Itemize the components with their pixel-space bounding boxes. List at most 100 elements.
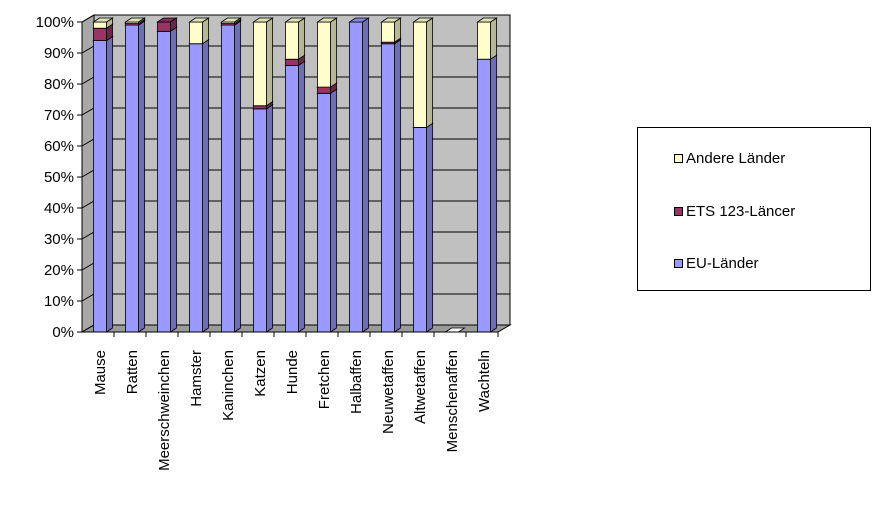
x-tick-label-hunde: Hunde <box>284 350 301 394</box>
x-tick-label-fretchen: Fretchen <box>316 350 333 409</box>
legend-label-andere-laender: Andere Länder <box>686 149 786 167</box>
x-tick-label-neuwetaffen: Neuwetaffen <box>380 350 397 434</box>
x-tick-label-meerschweinchen: Meerschweinchen <box>156 350 173 471</box>
x-tick-labels: Mause Ratten Meerschweinchen Hamster Kaninch… <box>92 350 493 471</box>
bar-meerschweinchen-ets-123-laencer <box>156 17 178 33</box>
bar-altwetaffen-eu-laender-side <box>426 122 433 333</box>
bar-ratten-eu-laender <box>124 20 146 333</box>
legend-swatch-eu-laender <box>674 258 683 268</box>
y-tick-label: 30% <box>44 231 74 248</box>
bar-mause-andere-laender-top <box>92 17 114 23</box>
bar-mause-eu-laender <box>92 35 114 333</box>
bar-altwetaffen-andere-laender <box>412 17 434 129</box>
bar-katzen-andere-laender <box>252 17 274 107</box>
bar-katzen-eu-laender <box>252 104 274 333</box>
bar-neuwetaffen-andere-laender <box>380 17 402 43</box>
bar-hunde-andere-laender <box>284 17 306 60</box>
bar-meerschweinchen-ets-123-laencer-front <box>157 21 171 32</box>
bar-fretchen-andere-laender <box>316 17 338 88</box>
y-tick-label: 50% <box>44 169 74 186</box>
bars <box>92 17 498 333</box>
bar-hunde-eu-laender-side <box>298 60 305 333</box>
x-tick-label-kaninchen: Kaninchen <box>220 350 237 421</box>
bar-altwetaffen-andere-laender-top <box>412 17 434 23</box>
bar-wachteln-andere-laender <box>476 17 498 60</box>
bar-meerschweinchen-eu-laender-front <box>157 30 171 333</box>
legend-swatch-ets-123-laender <box>674 206 683 216</box>
x-tick-label-hamster: Hamster <box>188 350 205 407</box>
bar-altwetaffen-andere-laender-side <box>426 17 433 129</box>
bar-halbaffen-eu-laender-side <box>362 17 369 333</box>
y-tick-label: 80% <box>44 76 74 93</box>
bar-wachteln-eu-laender <box>476 54 498 333</box>
bar-neuwetaffen-eu-laender-side <box>394 38 401 333</box>
bar-fretchen-eu-laender-front <box>317 92 331 333</box>
bar-wachteln-eu-laender-front <box>477 58 491 333</box>
x-tick-label-wachteln: Wachteln <box>476 350 493 412</box>
x-tick-label-mause: Mause <box>92 350 109 395</box>
y-tick-label: 60% <box>44 138 74 155</box>
y-tick-label: 70% <box>44 107 74 124</box>
x-tick-label-ratten: Ratten <box>124 350 141 394</box>
bar-wachteln-eu-laender-side <box>490 54 497 333</box>
bar-altwetaffen-andere-laender-front <box>413 21 427 128</box>
bar-hunde-eu-laender <box>284 60 306 333</box>
bar-katzen-andere-laender-side <box>266 17 273 107</box>
legend-label-ets-123-laender: ETS 123-Läncer <box>686 202 796 220</box>
bar-hunde-eu-laender-front <box>285 65 299 333</box>
x-tick-label-katzen: Katzen <box>252 350 269 397</box>
legend: Andere Länder ETS 123-Läncer EU-Länder <box>637 127 871 291</box>
bar-fretchen-eu-laender <box>316 88 338 333</box>
x-tick-label-halbaffen: Halbaffen <box>348 350 365 414</box>
bar-altwetaffen-eu-laender <box>412 122 434 333</box>
bar-hamster-eu-laender-side <box>202 38 209 333</box>
bar-halbaffen-eu-laender <box>348 17 370 333</box>
bar-neuwetaffen-andere-laender-front <box>381 21 395 43</box>
bar-katzen-eu-laender-side <box>266 104 273 333</box>
bar-fretchen-andere-laender-top <box>316 17 338 23</box>
y-tick-label: 10% <box>44 293 74 310</box>
y-tick-label: 90% <box>44 45 74 62</box>
bar-neuwetaffen-eu-laender-front <box>381 43 395 333</box>
bar-fretchen-eu-laender-side <box>330 88 337 333</box>
bar-hunde-andere-laender-front <box>285 21 299 60</box>
bar-hamster-eu-laender-front <box>189 43 203 333</box>
bar-halbaffen-eu-laender-front <box>349 21 363 333</box>
bar-meerschweinchen-ets-123-laencer-top <box>156 17 178 23</box>
bar-katzen-eu-laender-front <box>253 108 267 333</box>
bar-kaninchen-eu-laender-front <box>221 24 235 333</box>
y-tick-label: 100% <box>36 14 74 31</box>
y-tick-label: 40% <box>44 200 74 217</box>
bar-fretchen-andere-laender-front <box>317 21 331 88</box>
bar-hunde-ets-123-laencer-front <box>285 58 299 66</box>
legend-item-eu-laender: EU-Länder <box>674 253 759 273</box>
bar-altwetaffen-eu-laender-front <box>413 127 427 333</box>
y-tick-labels: 0% 10% 20% 30% 40% 50% 60% 70% 80% 90% 100% <box>36 14 74 341</box>
bar-meerschweinchen-eu-laender <box>156 26 178 333</box>
bar-ratten-andere-laender <box>124 17 146 25</box>
bar-meerschweinchen-eu-laender-side <box>170 26 177 333</box>
legend-swatch-andere-laender <box>674 153 683 163</box>
bar-hunde-andere-laender-top <box>284 17 306 23</box>
bar-hamster-andere-laender-top <box>188 17 210 23</box>
bar-kaninchen-eu-laender-side <box>234 20 241 333</box>
bar-mause-andere-laender <box>92 17 114 29</box>
bar-kaninchen-andere-laender <box>220 17 242 25</box>
bar-katzen-ets-123-laencer-front <box>253 105 267 110</box>
bar-hunde-andere-laender-side <box>298 17 305 60</box>
bar-halbaffen-eu-laender-top <box>348 17 370 23</box>
bar-wachteln-andere-laender-top <box>476 17 498 23</box>
bar-hamster-andere-laender-front <box>189 21 203 45</box>
legend-item-andere-laender: Andere Länder <box>674 148 785 168</box>
bar-ratten-eu-laender-side <box>138 20 145 333</box>
bar-wachteln-andere-laender-front <box>477 21 491 60</box>
bar-wachteln-andere-laender-side <box>490 17 497 60</box>
x-tick-label-menschenaffen: Menschenaffen <box>444 350 461 452</box>
bar-mause-eu-laender-side <box>106 35 113 333</box>
bar-fretchen-andere-laender-side <box>330 17 337 88</box>
gridline <box>81 14 510 23</box>
bar-neuwetaffen-eu-laender <box>380 38 402 333</box>
bar-neuwetaffen-andere-laender-top <box>380 17 402 23</box>
bar-mause-ets-123-laencer-front <box>93 27 107 42</box>
